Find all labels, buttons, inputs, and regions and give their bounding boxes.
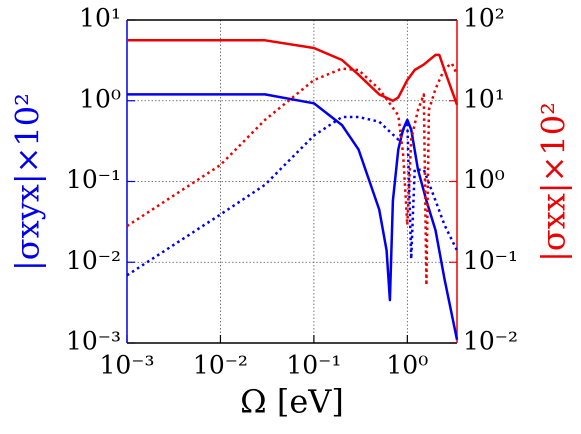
x-axis-label: Ω [eV] [240,383,344,421]
x-tick-label: 10⁻³ [99,351,154,380]
y2-tick-label: 10¹ [463,84,505,113]
line-series [127,39,459,106]
y-tick-label: 10⁰ [79,84,121,113]
y-tick-label: 10¹ [79,4,121,33]
y-tick-label: 10⁻¹ [66,165,121,194]
line-series [126,115,459,277]
line-series [127,93,459,340]
y2-tick-label: 10⁻¹ [463,246,518,275]
x-tick-label: 10⁰ [386,351,428,380]
y-axis-label: |σxyx|×10² [9,93,47,271]
y2-tick-label: 10⁻² [463,327,518,356]
y2-tick-label: 10² [463,4,505,33]
x-tick-label: 10⁻¹ [286,351,341,380]
y2-axis-label: |σxx|×10² [535,102,573,262]
y-tick-label: 10⁻² [66,246,121,275]
y2-tick-label: 10⁰ [463,165,505,194]
y-tick-label: 10⁻³ [66,327,121,356]
x-tick-label: 10⁻² [193,351,248,380]
